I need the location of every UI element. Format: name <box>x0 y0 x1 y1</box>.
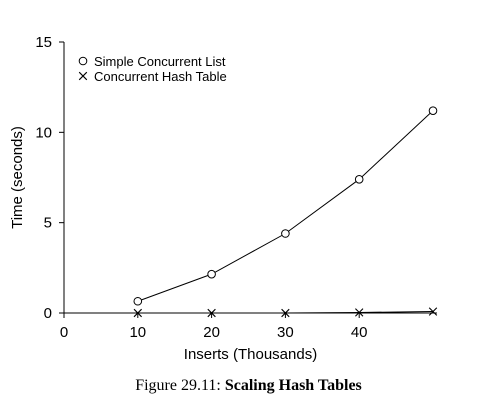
y-tick-label: 10 <box>35 124 52 141</box>
circle-marker <box>429 107 437 115</box>
line-chart: 0 10 20 30 40 0 5 10 15 Simple Concurrent ListCo… <box>0 0 497 372</box>
circle-marker <box>79 57 87 65</box>
series-layer <box>134 107 437 317</box>
x-tick-label: 40 <box>351 324 368 341</box>
legend-item: Concurrent Hash Table <box>79 69 227 84</box>
figure-caption: Figure 29.11: Scaling Hash Tables <box>0 377 497 395</box>
circle-marker <box>355 176 363 184</box>
y-tick-label: 5 <box>44 215 52 232</box>
legend-label: Concurrent Hash Table <box>94 69 227 84</box>
y-axis-label: Time (seconds) <box>9 126 26 229</box>
x-marker <box>79 72 87 80</box>
circle-marker <box>282 230 290 238</box>
x-tick-label: 10 <box>129 324 146 341</box>
circle-marker <box>134 297 142 305</box>
x-axis-label: Inserts (Thousands) <box>184 346 317 363</box>
caption-title: Scaling Hash Tables <box>225 377 362 394</box>
y-tick-label: 0 <box>44 305 52 322</box>
legend-label: Simple Concurrent List <box>94 54 226 69</box>
y-tick-label: 15 <box>35 34 52 51</box>
x-tick-label: 30 <box>277 324 294 341</box>
caption-label: Figure 29.11: <box>135 377 221 394</box>
series-line <box>138 111 433 302</box>
legend-item: Simple Concurrent List <box>79 54 226 69</box>
series-simple-concurrent-list <box>134 107 437 305</box>
x-tick-label: 0 <box>60 324 68 341</box>
circle-marker <box>208 270 216 278</box>
x-tick-label: 20 <box>203 324 220 341</box>
